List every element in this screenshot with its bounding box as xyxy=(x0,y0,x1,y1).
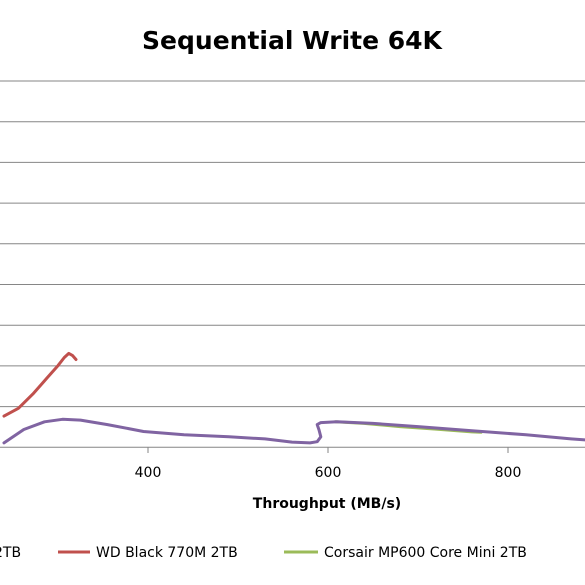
chart-title: Sequential Write 64K xyxy=(142,26,444,55)
gridlines xyxy=(0,80,585,448)
x-tick-label: 400 xyxy=(135,465,162,481)
x-tick-label: 600 xyxy=(315,465,342,481)
legend-label: WD Black 770M 2TB xyxy=(96,545,238,561)
x-tick-label: 800 xyxy=(495,465,522,481)
series-lines xyxy=(2,351,585,445)
legend: 2TB WD Black 770M 2TB Corsair MP600 Core M… xyxy=(0,545,527,561)
x-tick-labels: 400 600 800 xyxy=(135,447,522,481)
x-axis-title: Throughput (MB/s) xyxy=(253,496,401,512)
legend-label: Corsair MP600 Core Mini 2TB xyxy=(324,545,527,561)
legend-label: 2TB xyxy=(0,545,21,561)
series-line-wd-black-770m-2tb xyxy=(2,351,78,418)
series-line-2tb xyxy=(2,417,585,445)
